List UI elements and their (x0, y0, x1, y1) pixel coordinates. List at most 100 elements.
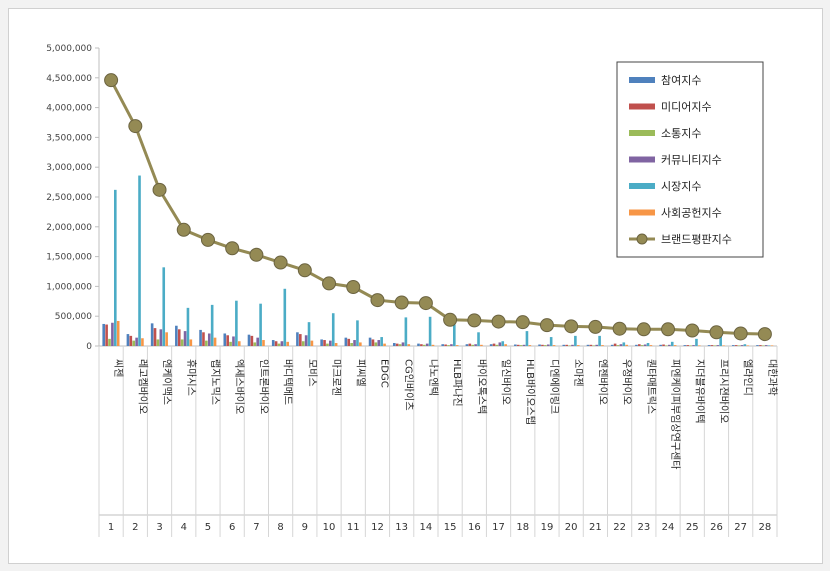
bar (638, 344, 641, 346)
brand-index-point (539, 318, 554, 333)
brand-index-point (346, 279, 361, 294)
bar (495, 344, 499, 346)
bar (707, 345, 711, 346)
bar (205, 340, 208, 346)
bar (404, 317, 408, 346)
bar (601, 345, 604, 346)
bar (159, 329, 163, 346)
bar (356, 320, 359, 346)
bar (716, 345, 720, 346)
category-label: 바이오톡스텍 (475, 359, 487, 414)
bar (450, 344, 453, 346)
bar (471, 344, 475, 346)
bar (105, 324, 108, 346)
bar (250, 335, 254, 346)
category-label: HLB파나진 (451, 359, 463, 407)
rank-label: 13 (395, 522, 408, 533)
bar (129, 335, 133, 346)
bar (417, 343, 420, 346)
bar (447, 345, 450, 346)
bar (138, 175, 141, 346)
rank-label: 18 (516, 522, 529, 533)
brand-index-point (249, 247, 264, 262)
bar (377, 340, 381, 346)
bar (180, 339, 184, 346)
bar (695, 338, 698, 346)
bar (501, 341, 505, 346)
category-label: 프리시젼바이오 (717, 359, 729, 423)
bar (722, 345, 725, 346)
bar (761, 345, 765, 346)
bar (455, 345, 459, 346)
bar (698, 345, 701, 346)
legend-label: 시장지수 (661, 180, 701, 193)
bar (323, 340, 326, 346)
bar (274, 341, 278, 346)
bar (153, 328, 157, 346)
bar (538, 344, 541, 346)
bar (304, 335, 308, 346)
bar (613, 343, 617, 346)
bar (662, 344, 665, 346)
bar (210, 304, 214, 346)
y-tick-label: 3,000,000 (46, 163, 92, 173)
brand-index-point (467, 313, 482, 328)
brand-reputation-chart: 0 500,000 1,000,000 1,500,000 2,000,000 2,500… (46, 44, 778, 537)
legend-label: 브랜드평판지수 (661, 233, 732, 246)
bar (226, 335, 229, 346)
category-label: 엑세스바이오 (233, 359, 245, 414)
brand-index-point (152, 182, 167, 197)
bar (383, 343, 386, 346)
bar (504, 344, 507, 346)
category-label: 바디텍메드 (282, 359, 294, 405)
bar (283, 288, 287, 346)
bar (465, 344, 469, 346)
bar (422, 344, 426, 346)
category-label: 레고켐바이오 (136, 359, 148, 414)
bar (643, 344, 647, 346)
bar (189, 339, 193, 346)
bar (522, 344, 526, 346)
bar (259, 303, 262, 346)
bar (683, 345, 687, 346)
bar (334, 343, 338, 346)
bar (353, 340, 356, 346)
rank-label: 21 (589, 522, 602, 533)
bar (262, 340, 265, 346)
bar (489, 344, 493, 346)
bar (541, 344, 544, 346)
bar (710, 345, 714, 346)
legend-label: 사회공헌지수 (661, 207, 722, 220)
legend-swatch (629, 156, 655, 163)
bar (549, 337, 553, 346)
rank-label: 27 (734, 522, 747, 533)
category-label: 모비스 (306, 359, 318, 387)
bar (474, 344, 477, 346)
y-tick-label: 0 (86, 342, 92, 352)
bar (177, 329, 181, 346)
category-label: 소마젠 (572, 359, 584, 387)
bar (649, 345, 653, 346)
brand-index-point (104, 73, 119, 88)
brand-index-point (394, 295, 409, 310)
bar (586, 344, 590, 346)
brand-index-point (709, 325, 724, 340)
bar (767, 345, 771, 346)
brand-index-point (612, 321, 627, 336)
bar (108, 338, 111, 346)
x-axis: 씨젠 1 레고켐바이오 2 엔케이맥스 3 휴마시스 4 랩지노믹스 5 엑세스바이오 6 인트론바이오… (98, 346, 778, 537)
bar (514, 344, 517, 346)
brand-index-point (225, 241, 240, 256)
y-tick-label: 4,500,000 (46, 74, 92, 84)
brand-index-point (370, 293, 385, 308)
bar (574, 335, 577, 346)
bar (598, 335, 601, 346)
bar (277, 343, 281, 346)
bar (395, 343, 399, 346)
y-tick-label: 4,000,000 (46, 104, 92, 114)
bar (734, 345, 738, 346)
rank-label: 7 (253, 522, 259, 533)
bar (668, 344, 671, 346)
brand-index-point (588, 319, 603, 334)
